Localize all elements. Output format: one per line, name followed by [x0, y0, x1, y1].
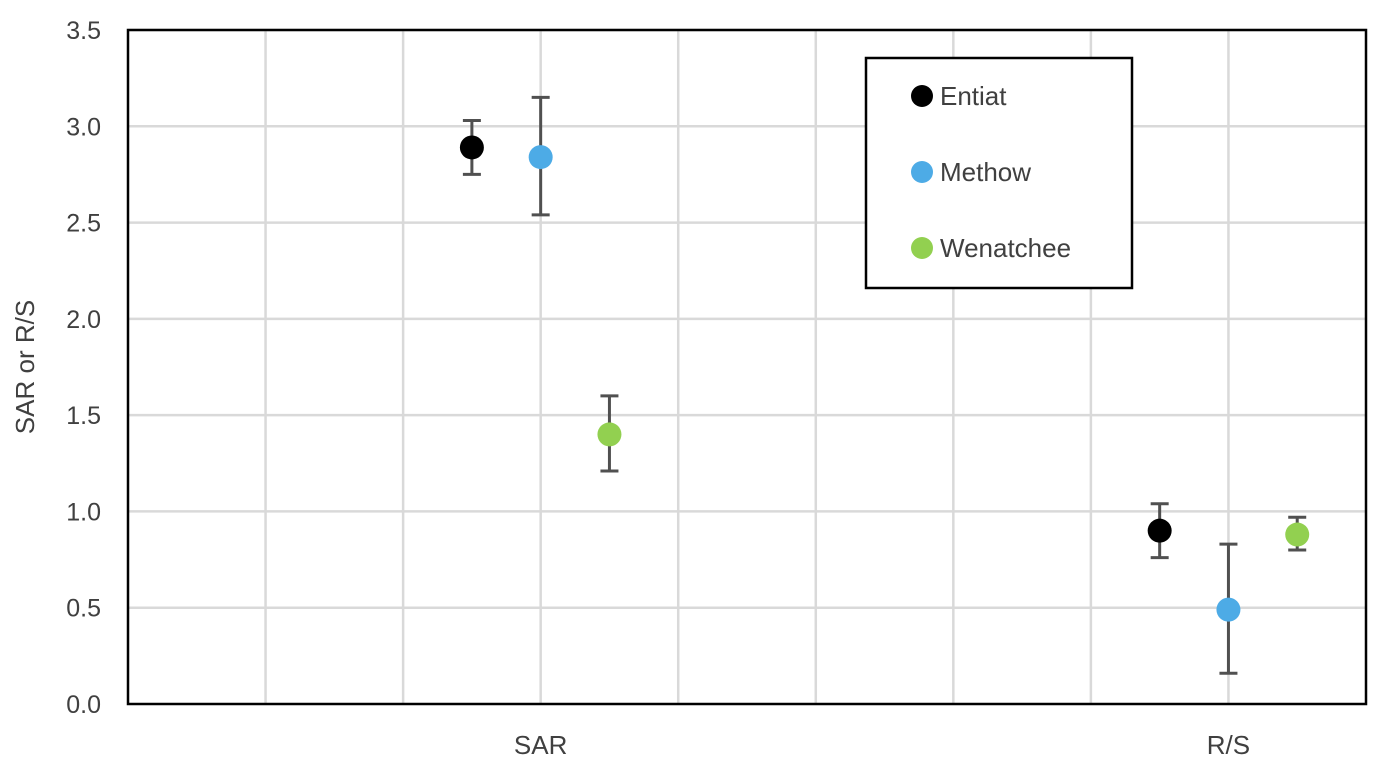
legend-label: Methow: [940, 157, 1031, 187]
legend-items: Entiat Methow Wenatchee: [911, 81, 1071, 263]
x-tick-label: SAR: [514, 730, 567, 760]
y-tick-label: 3.0: [66, 113, 101, 141]
x-tick-labels: SAR R/S: [514, 730, 1250, 760]
data-point-methow: [528, 145, 553, 170]
legend-marker: [911, 161, 933, 183]
x-tick-label: R/S: [1207, 730, 1250, 760]
data-point-wenatchee: [1285, 522, 1310, 547]
legend-marker: [911, 237, 933, 259]
y-tick-label: 1.5: [66, 402, 101, 430]
data-point-wenatchee: [597, 422, 622, 447]
plot-area-border: [126, 28, 1368, 706]
y-axis-title: SAR or R/S: [10, 300, 40, 434]
y-tick-label: 3.5: [66, 17, 101, 45]
data-points: [459, 135, 1310, 622]
legend-marker: [911, 85, 933, 107]
y-tick-label: 0.5: [66, 595, 101, 623]
y-tick-label: 2.5: [66, 210, 101, 238]
y-tick-labels: 0.0 0.5 1.0 1.5 2.0 2.5 3.0 3.5: [66, 17, 101, 719]
legend-label: Wenatchee: [940, 233, 1071, 263]
data-point-entiat: [1147, 518, 1172, 543]
data-point-methow: [1216, 597, 1241, 622]
legend-box: [864, 56, 1134, 290]
y-tick-label: 2.0: [66, 306, 101, 334]
grid: [128, 28, 1366, 704]
legend: Entiat Methow Wenatchee: [864, 56, 1134, 290]
y-tick-label: 0.0: [66, 691, 101, 719]
legend-label: Entiat: [940, 81, 1007, 111]
data-point-entiat: [459, 135, 484, 160]
y-tick-label: 1.0: [66, 498, 101, 526]
